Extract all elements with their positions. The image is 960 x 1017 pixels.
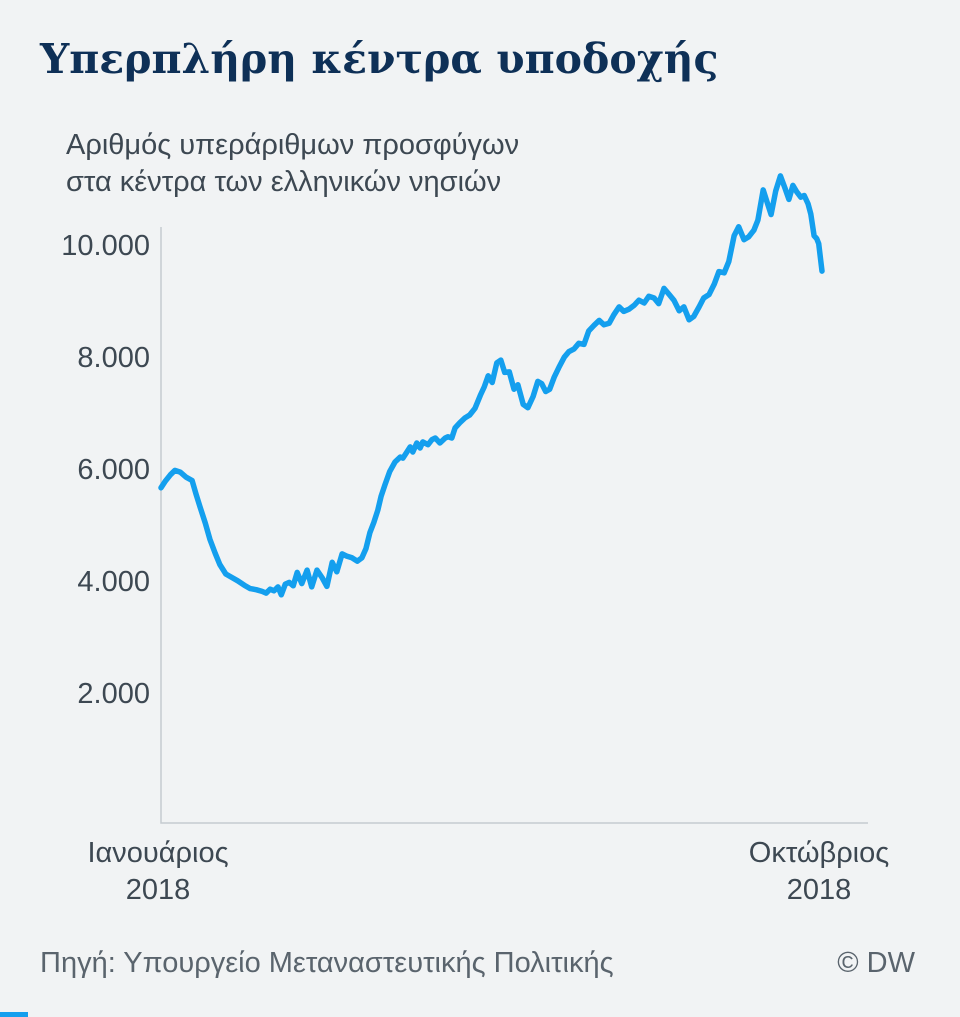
dw-brand-bar (0, 1012, 28, 1017)
y-axis-tick-label: 10.000 (61, 229, 150, 262)
chart-subtitle: Αριθμός υπεράριθμων προσφύγων στα κέντρα… (66, 127, 519, 201)
x-axis-label-end: Οκτώβριος 2018 (749, 835, 889, 909)
x-axis-label-start: Ιανουάριος 2018 (87, 835, 228, 909)
y-axis-tick-label: 6.000 (77, 453, 150, 486)
x-axis-label-start-year: 2018 (125, 874, 191, 906)
source-credit: Πηγή: Υπουργείο Μεταναστευτικής Πολιτική… (40, 947, 614, 979)
axes (160, 227, 868, 824)
chart-subtitle-line1: Αριθμός υπεράριθμων προσφύγων (66, 129, 520, 161)
x-axis-label-end-year: 2018 (786, 874, 852, 906)
y-axis-tick-label: 8.000 (77, 341, 150, 374)
chart-title: Υπερπλήρη κέντρα υποδοχής (40, 35, 719, 83)
chart-subtitle-line2: στα κέντρα των ελληνικών νησιών (66, 166, 502, 198)
x-axis-label-start-month: Ιανουάριος (87, 837, 229, 869)
data-line (158, 173, 825, 598)
x-axis-label-end-month: Οκτώβριος (748, 837, 890, 869)
y-axis-tick-label: 4.000 (77, 565, 150, 598)
copyright: © DW (837, 947, 915, 979)
y-axis-tick-label: 2.000 (77, 677, 150, 710)
